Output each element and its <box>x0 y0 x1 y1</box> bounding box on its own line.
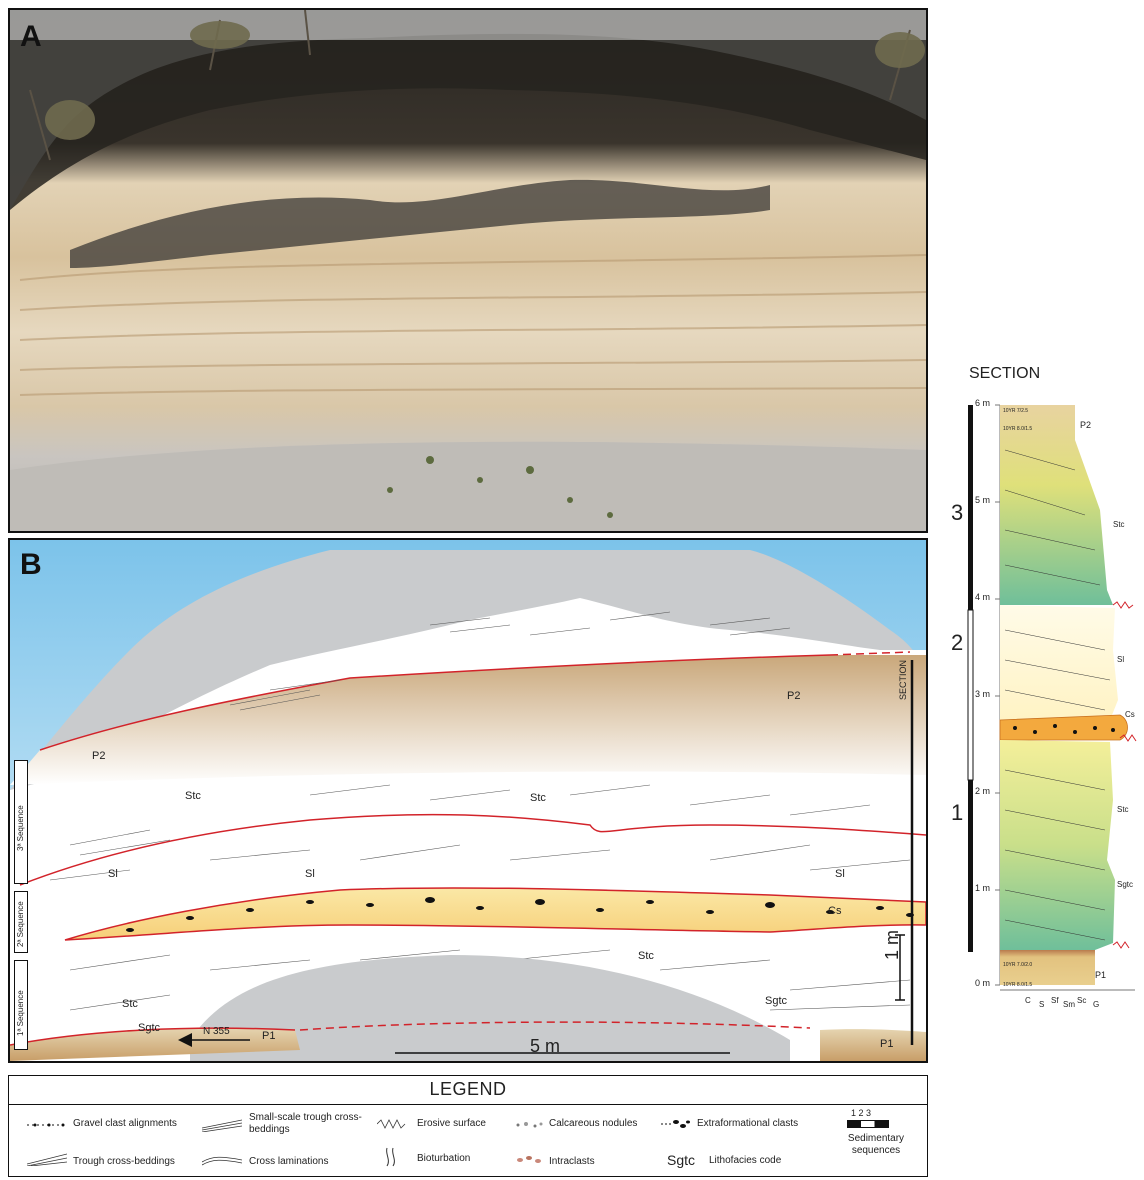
legend-intraclasts: Intraclasts <box>549 1156 595 1167</box>
north-arrow-label: N 355 <box>203 1026 230 1037</box>
depth-2m: 2 m <box>975 786 991 796</box>
label-cs: Cs <box>828 905 842 917</box>
depth-0m: 0 m <box>975 978 991 988</box>
legend-title: LEGEND <box>429 1079 507 1099</box>
legend: LEGEND Gravel clast alignments Small-sca… <box>8 1075 928 1177</box>
label-sgtc-1: Sgtc <box>765 995 788 1007</box>
legend-sequence-numbers: 1 2 3 <box>851 1108 872 1118</box>
label-stc-3: Stc <box>638 950 654 962</box>
depth-4m: 4 m <box>975 592 991 602</box>
legend-cross-lam: Cross laminations <box>249 1156 329 1167</box>
label-p1-left: P1 <box>262 1030 276 1042</box>
grain-sf: Sf <box>1051 996 1059 1005</box>
label-stc-4: Stc <box>122 998 138 1010</box>
label-p2-right: P2 <box>787 690 801 702</box>
legend-erosive: Erosive surface <box>417 1118 486 1129</box>
label-sl-1: Sl <box>108 868 118 880</box>
extraformational-clasts-symbol <box>661 1120 690 1128</box>
label-p1-right: P1 <box>880 1038 894 1050</box>
legend-lithofacies-code: Sgtc <box>667 1152 696 1168</box>
sequence-box-3-label: 3ª Sequence <box>16 805 25 851</box>
legend-lithofacies: Lithofacies code <box>709 1155 782 1166</box>
legend-bioturbation: Bioturbation <box>417 1153 471 1164</box>
section-column: SECTION <box>935 360 1140 1060</box>
section-label-stc-top: Stc <box>1113 520 1125 529</box>
sequence-box-1-label: 1ª Sequence <box>16 990 25 1036</box>
sequence-box-2: 2ª Sequence <box>14 891 28 953</box>
vertical-scale-label: 1 m <box>882 929 902 960</box>
cross-laminations-symbol <box>202 1156 242 1166</box>
grain-sm: Sm <box>1063 1000 1075 1009</box>
legend-sequences: Sedimentary sequences <box>847 1133 905 1156</box>
sequence-box-3: 3ª Sequence <box>14 760 28 884</box>
section-label-sl: Sl <box>1117 655 1125 664</box>
grain-s: S <box>1039 1000 1045 1009</box>
sequence-number-1: 1 <box>951 800 964 825</box>
bioturbation-symbol <box>386 1147 395 1167</box>
label-sl-3: Sl <box>835 868 845 880</box>
label-stc-2: Stc <box>530 792 546 804</box>
munsell-3: 10YR 7.0/2.0 <box>1003 962 1033 968</box>
section-label-sgtc: Sgtc <box>1117 880 1134 889</box>
gravel-alignment-symbol <box>27 1123 67 1127</box>
erosive-surface-symbol <box>377 1119 406 1129</box>
depth-6m: 6 m <box>975 398 991 408</box>
calcareous-nodules-symbol <box>516 1122 543 1128</box>
section-label-p1: P1 <box>1095 970 1107 980</box>
outcrop-photo <box>10 10 926 531</box>
outcrop-sketch <box>10 540 926 1061</box>
label-sl-2: Sl <box>305 868 315 880</box>
panel-a: A <box>8 8 928 533</box>
legend-divider <box>9 1104 927 1105</box>
panel-b-letter: B <box>20 548 42 581</box>
sequence-number-3: 3 <box>951 500 964 525</box>
depth-3m: 3 m <box>975 689 991 699</box>
section-label-stc-low: Stc <box>1117 805 1129 814</box>
depth-1m: 1 m <box>975 883 991 893</box>
grain-g: G <box>1093 1000 1100 1009</box>
section-title: SECTION <box>969 365 1041 382</box>
small-scale-trough-symbol <box>202 1119 242 1132</box>
label-p2-left: P2 <box>92 750 106 762</box>
section-log <box>967 404 1137 991</box>
munsell-2: 10YR 8.0/1.5 <box>1003 426 1033 432</box>
sequence-number-2: 2 <box>951 630 964 655</box>
legend-gravel: Gravel clast alignments <box>73 1118 177 1129</box>
depth-5m: 5 m <box>975 495 991 505</box>
legend-calcareous: Calcareous nodules <box>549 1118 638 1129</box>
grain-c: C <box>1025 996 1031 1005</box>
intraclasts-symbol <box>517 1156 541 1163</box>
section-label-p2: P2 <box>1080 420 1092 430</box>
legend-trough: Trough cross-beddings <box>73 1156 175 1167</box>
sequence-box-2-label: 2ª Sequence <box>16 901 25 947</box>
panel-a-letter: A <box>20 20 42 53</box>
panel-b: B P2 P2 Stc Stc Sl Sl Sl Cs Stc Stc Sgtc… <box>8 538 928 1063</box>
munsell-4: 10YR 8.0/1.5 <box>1003 982 1033 988</box>
legend-small-scale: Small-scale trough cross-beddings <box>249 1112 362 1135</box>
sequence-box-1: 1ª Sequence <box>14 960 28 1050</box>
label-stc-1: Stc <box>185 790 201 802</box>
horizontal-scale-label: 5 m <box>530 1036 561 1056</box>
trough-cross-bedding-symbol <box>27 1153 67 1166</box>
label-sgtc-2: Sgtc <box>138 1022 161 1034</box>
section-line-label: SECTION <box>898 659 908 700</box>
legend-extraformational: Extraformational clasts <box>697 1118 799 1129</box>
section-label-cs: Cs <box>1125 710 1135 719</box>
grain-sc: Sc <box>1077 996 1087 1005</box>
sequence-scale-symbol <box>847 1120 889 1128</box>
munsell-1: 10YR 7/2.5 <box>1003 408 1029 414</box>
